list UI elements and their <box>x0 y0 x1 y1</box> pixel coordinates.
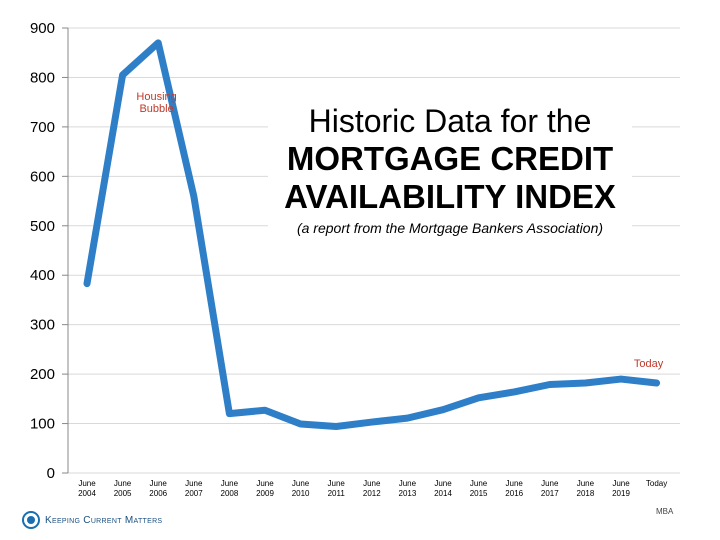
chart-title-bold: MORTGAGE CREDIT AVAILABILITY INDEX <box>284 140 616 215</box>
y-tick-label: 300 <box>30 317 55 334</box>
data-point <box>547 382 552 387</box>
annotation-label: Today <box>634 358 664 370</box>
data-point <box>441 407 445 412</box>
y-tick-label: 500 <box>30 218 55 235</box>
data-point <box>583 381 588 386</box>
data-point <box>298 422 303 427</box>
y-tick-label: 600 <box>30 168 55 185</box>
x-tick-label: June 2019 <box>612 479 630 498</box>
x-tick-label: June 2009 <box>256 479 274 498</box>
chart-title: Historic Data for the <box>308 103 592 139</box>
data-point <box>476 395 481 400</box>
x-tick-label: June 2012 <box>363 479 381 498</box>
x-tick-label: June 2011 <box>328 479 346 498</box>
kcm-logo-text: Keeping Current Matters <box>45 514 163 526</box>
y-tick-label: 100 <box>30 416 55 433</box>
kcm-logo: Keeping Current Matters <box>22 511 162 529</box>
data-point <box>85 281 89 286</box>
chart-title-box: Historic Data for the MORTGAGE CREDIT AV… <box>268 102 632 236</box>
data-point <box>334 424 339 429</box>
x-tick-label: June 2016 <box>505 479 523 498</box>
x-tick-label: June 2006 <box>149 479 167 498</box>
y-tick-label: 0 <box>47 465 55 482</box>
data-point <box>120 72 125 77</box>
x-tick-label: June 2008 <box>221 479 239 498</box>
x-tick-label: Today <box>646 479 667 488</box>
y-tick-label: 800 <box>30 69 55 86</box>
data-point <box>369 420 374 425</box>
y-tick-label: 900 <box>30 20 55 37</box>
data-point <box>263 408 267 413</box>
x-tick-label: June 2017 <box>541 479 559 498</box>
x-tick-label: June 2004 <box>78 479 96 498</box>
data-point <box>156 40 161 45</box>
x-tick-label: June 2014 <box>434 479 452 498</box>
data-point <box>191 194 196 199</box>
data-point <box>654 381 659 386</box>
data-point <box>512 389 517 394</box>
data-point <box>619 377 623 382</box>
y-tick-label: 400 <box>30 267 55 284</box>
x-tick-label: June 2007 <box>185 479 203 498</box>
x-tick-label: June 2013 <box>399 479 417 498</box>
kcm-logo-icon <box>22 511 40 529</box>
y-tick-label: 200 <box>30 366 55 383</box>
chart-subtitle: (a report from the Mortgage Bankers Asso… <box>296 220 604 236</box>
x-tick-label: June 2010 <box>292 479 310 498</box>
annotation-label: Housing Bubble <box>136 91 176 115</box>
data-point <box>405 416 410 421</box>
x-tick-label: June 2018 <box>577 479 595 498</box>
y-tick-label: 700 <box>30 119 55 136</box>
x-tick-label: June 2005 <box>114 479 132 498</box>
data-point <box>227 411 232 416</box>
x-tick-label: June 2015 <box>470 479 488 498</box>
source-label: MBA <box>656 507 674 516</box>
